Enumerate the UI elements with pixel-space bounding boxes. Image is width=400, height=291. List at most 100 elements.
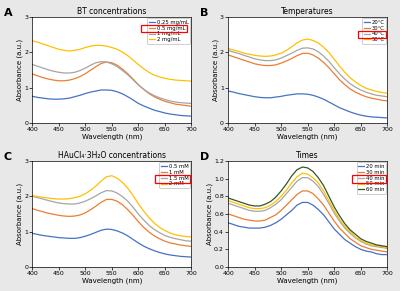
30°C bbox=[353, 90, 358, 94]
40 min bbox=[289, 186, 294, 189]
0.25 mg/mL bbox=[51, 97, 56, 101]
0.5 mM bbox=[115, 229, 120, 233]
2 mM bbox=[40, 196, 45, 199]
30 min bbox=[289, 198, 294, 201]
50 min bbox=[236, 203, 241, 206]
60 min bbox=[305, 166, 310, 170]
50°C bbox=[263, 55, 268, 58]
20°C bbox=[310, 93, 315, 97]
1.5 mM bbox=[146, 223, 151, 227]
40°C bbox=[369, 92, 374, 96]
60 min bbox=[364, 239, 368, 243]
0.5 mg/mL bbox=[125, 72, 130, 75]
1.5 mM bbox=[99, 191, 104, 194]
X-axis label: Wavelength (nm): Wavelength (nm) bbox=[278, 278, 338, 284]
20°C bbox=[300, 92, 305, 96]
50°C bbox=[332, 57, 336, 61]
1 mg/mL bbox=[173, 100, 178, 104]
1 mM bbox=[83, 211, 88, 214]
40°C bbox=[353, 85, 358, 89]
Y-axis label: Absorbance (a.u.): Absorbance (a.u.) bbox=[206, 183, 213, 245]
Line: 60 min: 60 min bbox=[228, 167, 387, 247]
1.5 mM bbox=[168, 235, 172, 239]
2 mM bbox=[94, 184, 98, 188]
20°C bbox=[268, 96, 273, 100]
40°C bbox=[268, 59, 273, 62]
20 min bbox=[358, 248, 363, 251]
0.5 mM bbox=[46, 235, 51, 238]
40 min bbox=[300, 176, 305, 179]
1.5 mM bbox=[162, 234, 167, 237]
40 min bbox=[380, 246, 384, 249]
20°C bbox=[374, 116, 379, 119]
0.5 mM bbox=[189, 255, 194, 259]
30 min bbox=[326, 211, 331, 215]
1 mg/mL bbox=[30, 63, 35, 66]
0.5 mM bbox=[51, 235, 56, 239]
30 min bbox=[258, 219, 262, 223]
0.25 mg/mL bbox=[115, 90, 120, 93]
30 min bbox=[242, 217, 246, 221]
2 mM bbox=[162, 229, 167, 232]
2 mM bbox=[120, 181, 125, 184]
50°C bbox=[258, 54, 262, 58]
2 mg/mL bbox=[162, 77, 167, 80]
1.5 mM bbox=[88, 197, 93, 200]
1 mg/mL bbox=[35, 65, 40, 68]
2 mg/mL bbox=[141, 67, 146, 70]
0.5 mg/mL bbox=[40, 76, 45, 79]
0.5 mM bbox=[88, 233, 93, 236]
Title: Times: Times bbox=[296, 151, 319, 160]
30°C bbox=[369, 96, 374, 100]
30 min bbox=[284, 203, 289, 207]
2 mM bbox=[46, 196, 51, 200]
50 min bbox=[374, 244, 379, 248]
30 min bbox=[316, 197, 321, 200]
1 mM bbox=[189, 245, 194, 248]
1 mg/mL bbox=[56, 70, 61, 74]
2 mM bbox=[115, 176, 120, 180]
50 min bbox=[385, 246, 390, 249]
50°C bbox=[321, 45, 326, 49]
2 mg/mL bbox=[104, 44, 109, 48]
1 mM bbox=[115, 199, 120, 203]
30 min bbox=[295, 193, 300, 196]
2 mM bbox=[168, 231, 172, 235]
50 min bbox=[342, 225, 347, 228]
1 mg/mL bbox=[125, 73, 130, 77]
60 min bbox=[284, 182, 289, 186]
20°C bbox=[385, 116, 390, 120]
1.5 mM bbox=[51, 200, 56, 204]
30°C bbox=[364, 95, 368, 98]
1.5 mM bbox=[189, 239, 194, 243]
0.5 mM bbox=[120, 231, 125, 235]
1 mg/mL bbox=[99, 60, 104, 63]
20 min bbox=[385, 253, 390, 256]
50°C bbox=[369, 88, 374, 92]
1.5 mM bbox=[94, 194, 98, 198]
1.5 mM bbox=[184, 239, 188, 243]
40 min bbox=[226, 202, 230, 205]
0.5 mg/mL bbox=[131, 77, 136, 81]
2 mM bbox=[141, 209, 146, 213]
2 mM bbox=[189, 235, 194, 239]
0.25 mg/mL bbox=[78, 93, 82, 97]
1 mg/mL bbox=[110, 62, 114, 65]
30°C bbox=[326, 66, 331, 70]
50 min bbox=[295, 175, 300, 178]
2 mM bbox=[62, 197, 66, 201]
1 mM bbox=[141, 226, 146, 229]
30 min bbox=[380, 249, 384, 253]
0.5 mM bbox=[72, 237, 77, 240]
1.5 mM bbox=[67, 202, 72, 206]
30 min bbox=[279, 209, 284, 212]
40 min bbox=[279, 198, 284, 201]
1.5 mM bbox=[115, 191, 120, 195]
1 mg/mL bbox=[78, 69, 82, 72]
0.5 mg/mL bbox=[168, 101, 172, 104]
60 min bbox=[274, 195, 278, 199]
60 min bbox=[263, 203, 268, 206]
60 min bbox=[374, 243, 379, 247]
60 min bbox=[289, 174, 294, 178]
20°C bbox=[332, 103, 336, 107]
